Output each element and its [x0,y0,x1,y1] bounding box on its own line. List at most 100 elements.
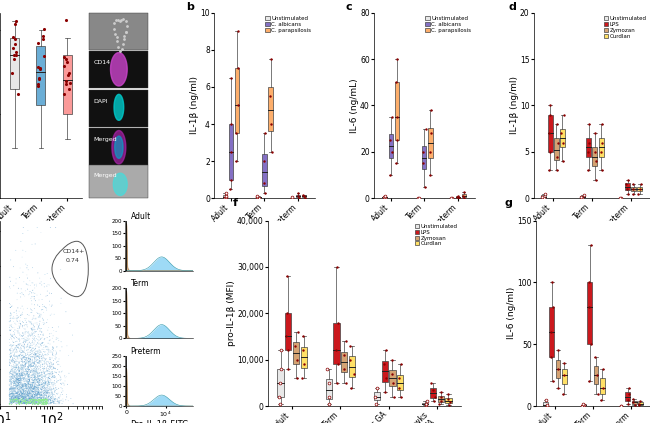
Point [5,339,15,346]
Point [12,392,22,398]
Point [16,377,26,384]
Point [29,354,39,360]
Point [29,341,39,348]
Point [47,368,57,375]
Point [23,398,33,405]
Point [54,361,64,368]
Point [49,391,59,398]
Point [34,394,44,401]
Point [12,391,23,398]
Point [6,312,16,319]
Point [29,370,39,376]
Point [8,45,19,52]
Point [18,359,28,365]
Point [21,370,32,377]
Point [51,224,61,231]
Point [16,372,27,379]
Point [6,398,16,405]
Point [43,380,53,387]
Point [39,336,49,343]
Point [23,371,33,378]
Point [21,328,31,335]
Point [50,382,60,389]
Point [13,375,23,382]
Point [21,399,31,406]
Point [22,391,32,398]
Point [32,391,42,398]
Point [25,319,36,325]
Point [18,291,29,298]
Point [27,400,37,407]
Point [41,395,51,402]
Bar [300,347,307,368]
Point [33,372,44,379]
Point [37,384,47,390]
Point [13,389,23,396]
Point [16,390,27,397]
Point [16,400,27,407]
Point [20,397,31,404]
Point [14,348,25,355]
Point [47,399,57,406]
Polygon shape [114,94,124,120]
Point [33,375,44,382]
Point [322,365,332,372]
Point [29,351,39,358]
Point [21,360,32,367]
Point [14,365,25,371]
Point [426,130,436,137]
Point [26,362,36,368]
Point [22,377,32,384]
Point [20,363,31,370]
Point [27,383,37,390]
Point [14,394,24,401]
Point [12,371,23,378]
Point [14,373,25,379]
Point [33,325,44,332]
Point [20,361,31,368]
Point [12,372,22,379]
Point [42,350,53,357]
Point [13,330,23,336]
Point [452,194,463,201]
Text: Term: Term [131,279,150,288]
Point [9,380,20,387]
Point [29,398,39,405]
Point [11,384,21,391]
Point [51,386,62,393]
Point [34,314,45,321]
Point [45,224,55,231]
Point [16,397,27,404]
Point [53,395,63,402]
Bar [422,403,428,404]
Point [5,304,16,311]
Point [10,396,20,402]
Point [42,398,53,405]
Point [39,398,49,405]
Point [14,400,24,407]
Point [48,357,58,364]
Point [20,400,31,407]
Point [21,389,31,396]
Point [25,374,35,380]
Point [23,387,34,393]
Point [27,382,38,388]
Point [18,370,28,376]
Point [7,324,18,331]
Point [8,263,19,270]
Point [21,264,32,271]
Point [32,340,43,346]
Point [378,361,389,368]
Point [55,374,66,380]
Point [25,357,36,363]
Point [32,398,42,404]
Point [22,388,32,395]
Point [57,391,68,398]
Point [33,382,44,389]
Point [37,388,47,395]
Point [30,374,40,380]
Point [44,360,55,367]
Point [4,357,14,363]
Point [17,398,27,405]
Point [34,381,44,388]
